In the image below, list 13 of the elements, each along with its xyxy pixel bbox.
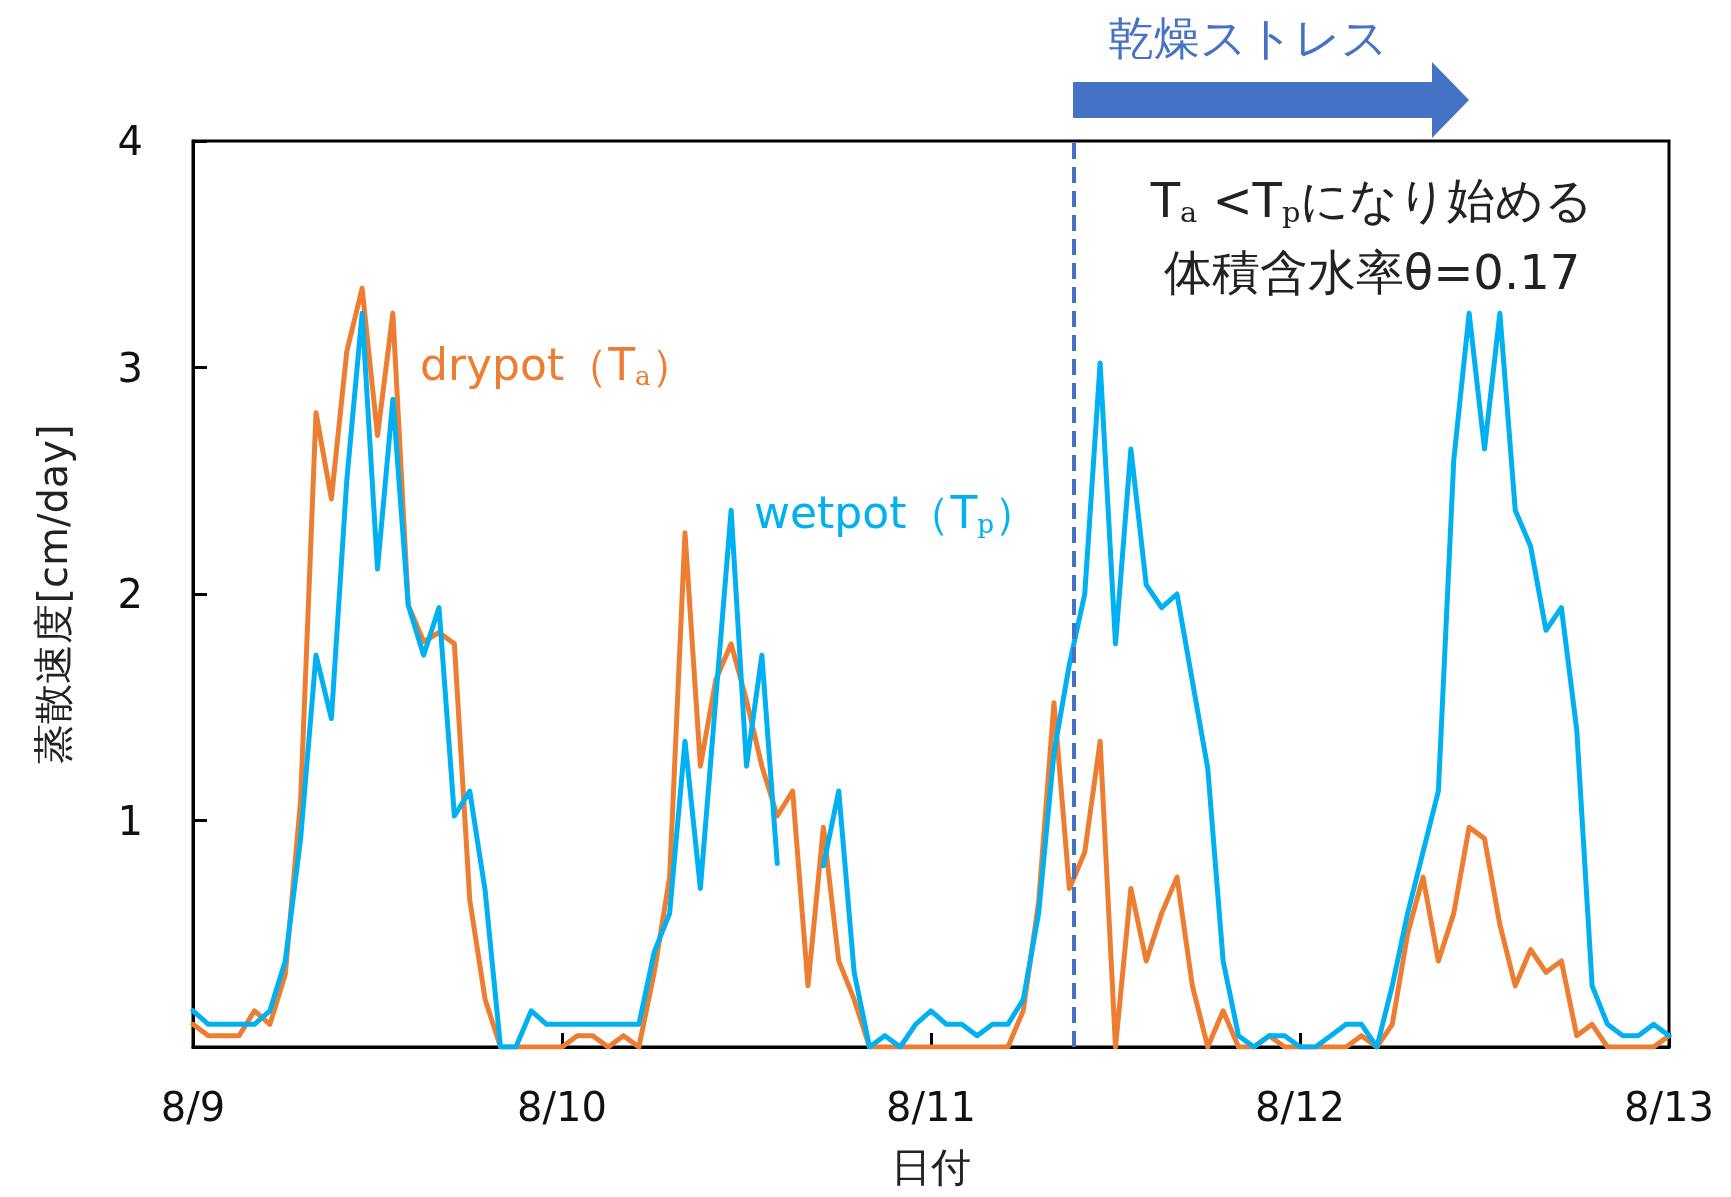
annotation: 体積含水率θ=0.17 [1163,244,1581,300]
x-tick-label: 8/11 [886,1084,976,1130]
text: 乾燥ストレス [1108,11,1388,65]
x-tick-label: 8/10 [517,1084,607,1130]
y-tick-label: 4 [117,118,143,164]
y-tick-label: 2 [117,571,143,617]
x-tick-label: 8/12 [1255,1084,1345,1130]
x-tick-label: 8/9 [160,1084,226,1130]
y-axis-title: 蒸散速度[cm/day] [30,424,76,764]
x-axis-title: 日付 [891,1144,971,1190]
y-tick-label: 3 [117,344,143,391]
x-tick-label: 8/13 [1624,1084,1714,1130]
y-tick-label: 1 [117,797,143,844]
